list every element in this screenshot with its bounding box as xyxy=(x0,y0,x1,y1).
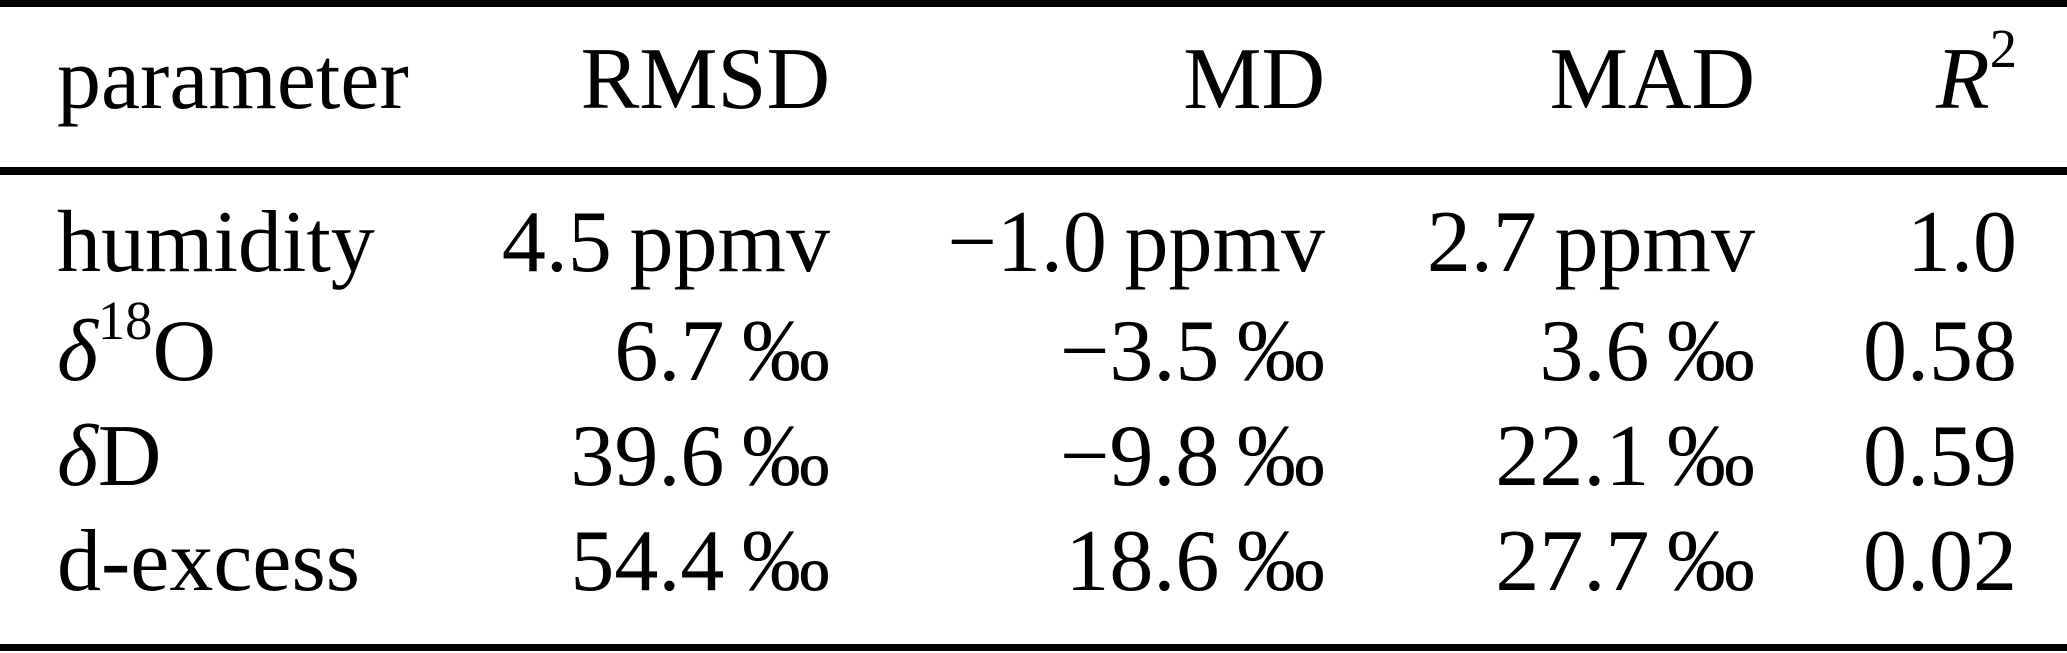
cell-parameter: δ18O xyxy=(0,293,420,397)
parameter-delta: δ xyxy=(57,408,98,505)
table-top-rule xyxy=(0,0,2067,7)
cell-mad: 2.7 ppmv xyxy=(1426,194,1755,291)
cell-md: −3.5 ‰ xyxy=(1059,303,1325,400)
cell-mad: 22.1 ‰ xyxy=(1495,408,1755,505)
table-row: δD 39.6 ‰ −9.8 ‰ 22.1 ‰ 0.59 xyxy=(0,412,2067,502)
cell-r2: 0.58 xyxy=(1863,303,2017,400)
parameter-text: humidity xyxy=(57,194,375,291)
table-header-row: parameter RMSD MD MAD R2 xyxy=(0,21,2067,128)
cell-r2: 0.02 xyxy=(1863,513,2017,610)
header-md: MD xyxy=(1183,31,1325,128)
header-rmsd: RMSD xyxy=(580,31,830,128)
header-mad: MAD xyxy=(1549,31,1755,128)
header-parameter: parameter xyxy=(57,31,409,128)
table-row: humidity 4.5 ppmv −1.0 ppmv 2.7 ppmv 1.0 xyxy=(0,198,2067,288)
cell-mad: 3.6 ‰ xyxy=(1539,303,1755,400)
table-row: δ18O 6.7 ‰ −3.5 ‰ 3.6 ‰ 0.58 xyxy=(0,293,2067,400)
cell-rmsd: 54.4 ‰ xyxy=(570,513,830,610)
cell-rmsd: 39.6 ‰ xyxy=(570,408,830,505)
parameter-delta: δ xyxy=(57,303,98,400)
header-r2: R2 xyxy=(1755,21,2067,125)
header-r2-superscript: 2 xyxy=(1989,18,2017,80)
table-row: d-excess 54.4 ‰ 18.6 ‰ 27.7 ‰ 0.02 xyxy=(0,517,2067,607)
cell-rmsd: 4.5 ppmv xyxy=(501,194,830,291)
table-mid-rule xyxy=(0,167,2067,175)
cell-md: −9.8 ‰ xyxy=(1059,408,1325,505)
cell-md: 18.6 ‰ xyxy=(1065,513,1325,610)
cell-r2: 1.0 xyxy=(1907,194,2017,291)
parameter-text: D xyxy=(97,408,162,505)
parameter-text: d-excess xyxy=(57,513,360,610)
parameter-superscript: 18 xyxy=(97,290,153,352)
cell-r2: 0.59 xyxy=(1863,408,2017,505)
table-bottom-rule xyxy=(0,644,2067,651)
cell-mad: 27.7 ‰ xyxy=(1495,513,1755,610)
cell-parameter: humidity xyxy=(0,198,420,288)
cell-rmsd: 6.7 ‰ xyxy=(614,303,830,400)
header-r2-base: R xyxy=(1935,31,1990,128)
cell-parameter: δD xyxy=(0,412,420,502)
cell-parameter: d-excess xyxy=(0,517,420,607)
parameter-text: O xyxy=(152,303,217,400)
cell-md: −1.0 ppmv xyxy=(947,194,1325,291)
